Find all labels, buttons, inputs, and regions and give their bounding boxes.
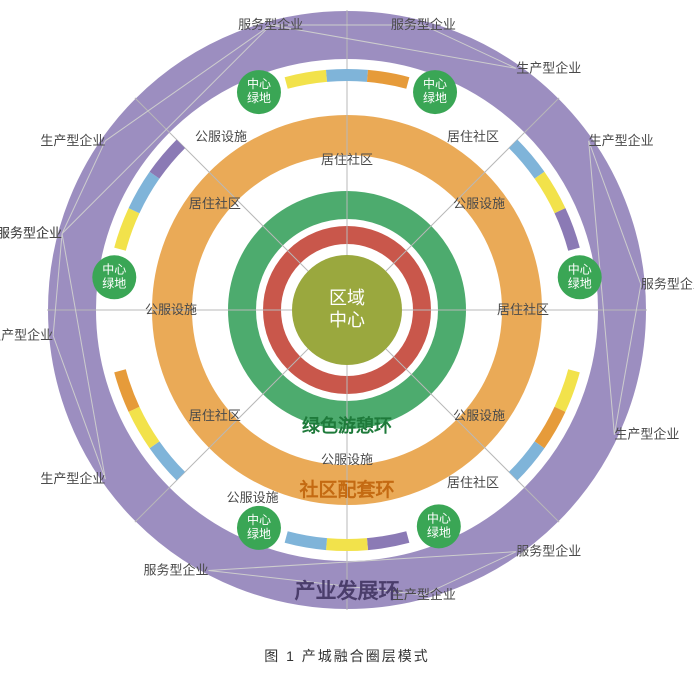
sub-arc [367,76,407,83]
sub-arc [540,175,560,210]
node-label: 公服设施 [195,129,247,144]
sub-arc [120,371,134,409]
center-node-label: 中心 [329,310,365,330]
diagram-stage: 中心绿地中心绿地中心绿地中心绿地中心绿地中心绿地区域中心居住社区公服设施居住社区… [0,0,694,676]
green-badge-label: 绿地 [247,526,271,541]
green-badge-label: 中心 [427,510,451,525]
node-label: 服务型企业 [516,544,581,559]
spoke [386,349,559,522]
node-label: 公服设施 [227,490,279,505]
sub-arc [327,75,368,76]
node-label: 生产型企业 [516,60,581,75]
sub-arc [134,409,154,444]
green-badge-label: 中心 [102,261,126,276]
node-label: 服务型企业 [641,276,694,291]
green-badge-label: 绿地 [427,524,451,539]
green-badge-label: 中心 [423,76,447,91]
node-label: 服务型企业 [391,17,456,32]
sub-arc [154,144,180,175]
node-label: 服务型企业 [0,226,62,241]
sub-arc [367,537,407,544]
sub-arc [540,409,560,444]
node-label: 服务型企业 [238,17,303,32]
sub-arc [513,144,539,175]
sub-arc [154,445,180,476]
node-label: 公服设施 [453,408,505,423]
spoke [135,98,308,271]
sub-arc [120,211,134,249]
sub-arc [286,76,326,83]
green-badge-label: 中心 [247,76,271,91]
ring-label: 产业发展环 [295,579,400,603]
spoke [135,349,308,522]
node-label: 居住社区 [447,475,499,490]
sub-arc [560,211,574,249]
node-label: 居住社区 [189,408,241,423]
node-label: 居住社区 [321,152,373,167]
node-label: 生产型企业 [40,133,105,148]
node-label: 服务型企业 [143,562,208,577]
green-badge-label: 绿地 [423,90,447,105]
node-label: 生产型企业 [0,328,53,343]
figure-caption: 图 1 产城融合圈层模式 [0,646,694,666]
center-node-label: 区域 [329,288,365,308]
green-badge-label: 绿地 [102,275,126,290]
green-badge-label: 绿地 [247,90,271,105]
sub-arc [286,537,326,544]
node-label: 生产型企业 [589,133,654,148]
spoke [386,98,559,271]
sub-arc [513,445,539,476]
green-badge-label: 中心 [568,261,592,276]
node-label: 公服设施 [145,302,197,317]
node-label: 公服设施 [321,452,373,467]
sub-arc [560,371,574,409]
node-label: 居住社区 [447,129,499,144]
ring-diagram-svg: 中心绿地中心绿地中心绿地中心绿地中心绿地中心绿地区域中心居住社区公服设施居住社区… [0,0,694,676]
green-badge-label: 绿地 [568,275,592,290]
ring-label: 绿色游憩环 [302,415,392,436]
node-label: 居住社区 [189,196,241,211]
sub-arc [327,544,368,545]
green-badge-label: 中心 [247,512,271,527]
node-label: 公服设施 [453,196,505,211]
ring-label: 社区配套环 [298,478,394,501]
node-label: 居住社区 [497,302,549,317]
node-label: 生产型企业 [391,587,456,602]
node-label: 生产型企业 [40,471,105,486]
sub-arc [134,175,154,210]
node-label: 生产型企业 [614,427,679,442]
